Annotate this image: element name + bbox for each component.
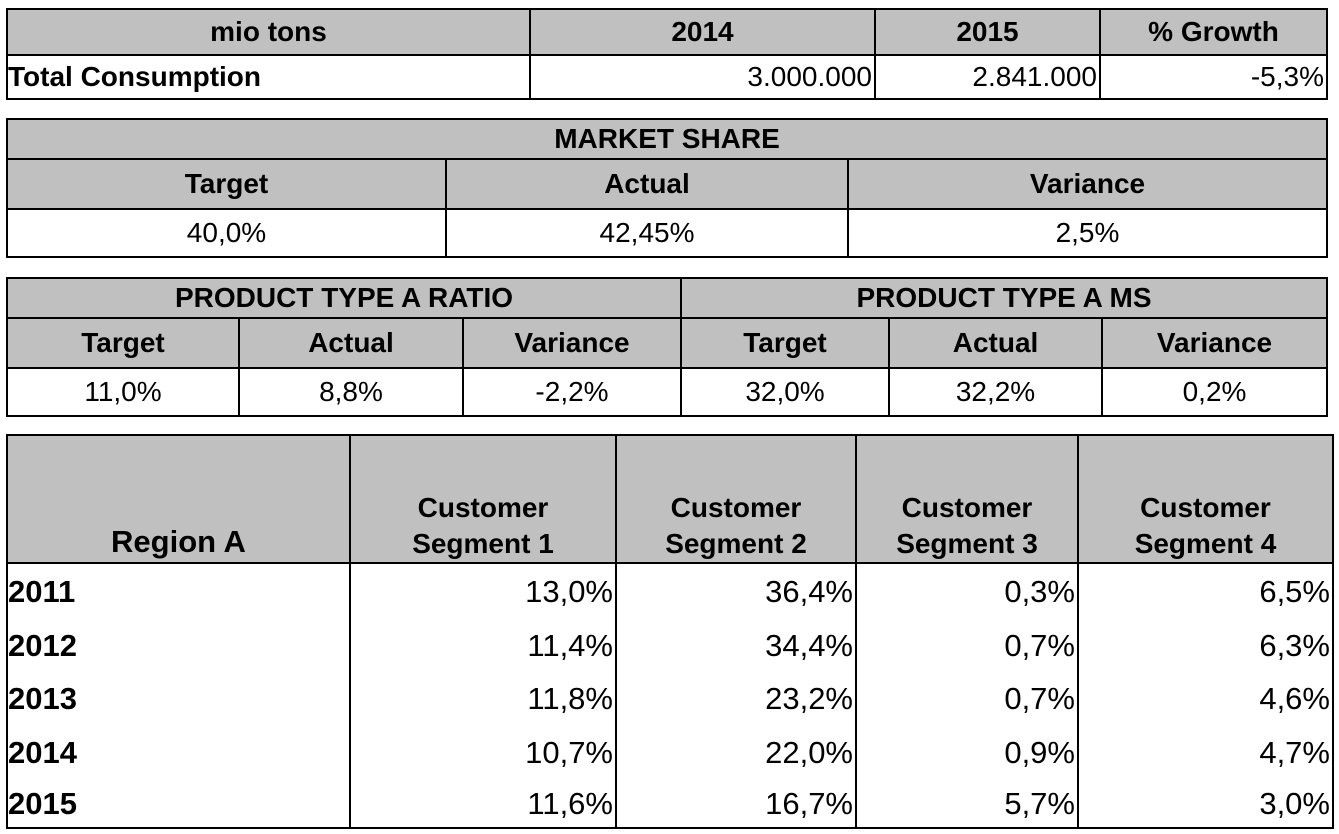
segment-header-line2: Segment 3 [896,528,1038,559]
segment-header-line1: Customer [417,492,549,523]
segment-header: Customer Segment 4 [1077,434,1334,564]
ratio-variance-label: Variance [461,317,683,369]
year-label: 2015 [6,780,351,829]
pms-variance-value: 0,2% [1101,367,1329,417]
year-label: 2011 [6,562,351,619]
ratio-actual-value: 8,8% [238,367,464,417]
col-growth: % Growth [1099,8,1328,56]
segment-value: 13,0% [349,562,617,619]
segment-value: 11,4% [349,619,617,672]
pms-variance-label: Variance [1101,317,1329,369]
segment-value: 36,4% [615,562,857,619]
region-title: Region A [6,434,351,564]
product-ratio-title: PRODUCT TYPE A RATIO [5,277,683,319]
segment-value: 23,2% [615,672,857,726]
segment-value: 6,3% [1077,619,1334,672]
ms-target-label: Target [6,158,447,210]
table-row: 2015 11,6% 16,7% 5,7% 3,0% [6,780,1334,829]
ratio-target-value: 11,0% [6,367,240,417]
segment-value: 22,0% [615,726,857,780]
segment-value: 6,5% [1077,562,1334,619]
segment-value: 16,7% [615,780,857,829]
segment-header: Customer Segment 3 [855,434,1079,564]
consumption-table: mio tons 2014 2015 % Growth Total Consum… [6,8,1328,100]
table-row: 2011 13,0% 36,4% 0,3% 6,5% [6,562,1334,619]
col-2015: 2015 [874,8,1101,56]
segment-header-line2: Segment 1 [412,528,554,559]
pms-target-value: 32,0% [680,367,891,417]
segment-value: 34,4% [615,619,857,672]
ms-actual-value: 42,45% [445,208,849,258]
segment-value: 0,9% [855,726,1079,780]
segment-value: 0,7% [855,619,1079,672]
pms-actual-label: Actual [888,317,1104,369]
product-type-a-table: PRODUCT TYPE A RATIO PRODUCT TYPE A MS T… [5,277,1329,417]
total-consumption-label: Total Consumption [6,54,531,100]
segment-value: 0,3% [855,562,1079,619]
year-label: 2013 [6,672,351,726]
segment-value: 3,0% [1077,780,1334,829]
pms-target-label: Target [680,317,891,369]
table-row: 2012 11,4% 34,4% 0,7% 6,3% [6,619,1334,672]
ratio-variance-value: -2,2% [461,367,683,417]
total-2014-value: 3.000.000 [529,54,876,100]
segment-value: 4,6% [1077,672,1334,726]
product-ms-title: PRODUCT TYPE A MS [680,277,1329,319]
year-label: 2012 [6,619,351,672]
market-share-table: MARKET SHARE Target Actual Variance 40,0… [6,118,1328,258]
segment-header: Customer Segment 2 [615,434,857,564]
segment-header-line1: Customer [1140,492,1271,523]
segment-header-line1: Customer [670,492,802,523]
total-growth-value: -5,3% [1099,54,1328,100]
year-label: 2014 [6,726,351,780]
segment-value: 5,7% [855,780,1079,829]
total-2015-value: 2.841.000 [874,54,1101,100]
table-row: 2014 10,7% 22,0% 0,9% 4,7% [6,726,1334,780]
segment-header-line2: Segment 2 [665,528,807,559]
segment-header: Customer Segment 1 [349,434,617,564]
table-row: 2013 11,8% 23,2% 0,7% 4,6% [6,672,1334,726]
ms-target-value: 40,0% [6,208,447,258]
segment-header-line2: Segment 4 [1134,528,1277,559]
segment-value: 4,7% [1077,726,1334,780]
ratio-actual-label: Actual [238,317,464,369]
unit-label: mio tons [6,8,531,56]
segment-value: 11,8% [349,672,617,726]
market-share-title: MARKET SHARE [6,118,1328,160]
segment-header-line1: Customer [901,492,1033,523]
segment-value: 0,7% [855,672,1079,726]
segment-value: 10,7% [349,726,617,780]
ms-variance-label: Variance [847,158,1328,210]
ms-actual-label: Actual [445,158,849,210]
segment-value: 11,6% [349,780,617,829]
ms-variance-value: 2,5% [847,208,1328,258]
pms-actual-value: 32,2% [888,367,1104,417]
col-2014: 2014 [529,8,876,56]
ratio-target-label: Target [6,317,240,369]
region-table: Region A Customer Segment 1 Customer Seg… [6,434,1334,829]
